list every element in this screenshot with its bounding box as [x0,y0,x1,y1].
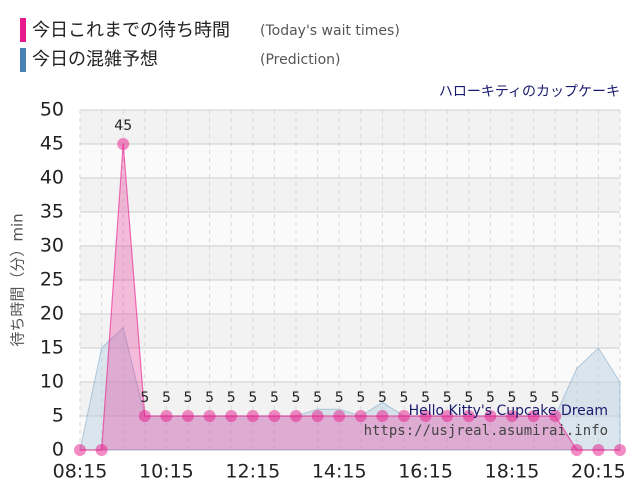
wait-marker [614,444,626,456]
data-label: 5 [184,390,193,406]
x-tick-label: 08:15 [53,461,108,483]
data-label: 5 [313,390,322,406]
y-tick-label: 0 [52,439,64,461]
wait-marker [182,410,194,422]
data-label: 5 [270,390,279,406]
grid-band [80,382,620,416]
data-label: 5 [162,390,171,406]
wait-marker [268,410,281,422]
grid-band [80,178,620,212]
x-tick-label: 10:15 [139,461,194,483]
data-label: 5 [508,390,517,406]
wait-marker [462,410,475,422]
data-label: 5 [551,390,560,406]
y-tick-label: 30 [40,235,64,257]
wait-marker [74,444,86,456]
data-label: 5 [227,390,236,406]
x-tick-label: 18:15 [485,461,540,483]
grid-band [80,110,620,144]
data-label: 5 [292,390,301,406]
x-tick-label: 12:15 [225,461,280,483]
wait-marker [441,410,454,422]
wait-marker [549,410,562,422]
wait-marker [484,410,497,422]
data-label: 5 [464,390,473,406]
data-label: 5 [400,390,409,406]
x-tick-label: 16:15 [398,461,453,483]
y-tick-label: 25 [40,269,64,291]
wait-marker [333,410,346,422]
wait-time-area [80,144,620,450]
y-tick-label: 45 [40,133,64,155]
legend-note: (Today's wait times) [260,23,400,39]
chart-subtitle: ハローキティのカップケーキ [439,84,620,100]
watermark: Hello Kitty's Cupcake Dream [409,403,608,419]
y-tick-label: 15 [40,337,64,359]
wait-marker [376,410,389,422]
data-label: 5 [378,390,387,406]
data-label: 45 [114,118,132,134]
data-label: 5 [421,390,430,406]
grid-band [80,212,620,246]
wait-marker [225,410,238,422]
wait-marker [160,410,173,422]
y-tick-label: 5 [52,405,64,427]
data-label: 5 [248,390,257,406]
grid-band [80,144,620,178]
wait-marker [354,410,367,422]
wait-marker [311,410,324,422]
x-tick-label: 20:15 [571,461,626,483]
data-label: 5 [356,390,365,406]
data-label: 5 [529,390,538,406]
grid-band [80,280,620,314]
grid-band [80,246,620,280]
data-label: 5 [140,390,149,406]
wait-marker [203,410,216,422]
watermark: https://usjreal.asumirai.info [364,423,608,439]
wait-marker [138,410,151,422]
wait-marker [246,410,259,422]
data-label: 5 [443,390,452,406]
y-axis-label: 待ち時間（分）min [9,213,27,346]
data-label: 5 [486,390,495,406]
wait-marker [592,444,605,456]
wait-marker [117,138,130,150]
legend-swatch [20,48,26,72]
legend-label: 今日の混雑予想 [32,49,158,70]
data-label: 5 [205,390,214,406]
y-tick-label: 50 [40,99,64,121]
legend-note: (Prediction) [260,52,340,68]
legend-label: 今日これまでの待ち時間 [32,20,230,41]
wait-marker [506,410,518,422]
wait-marker [570,444,583,456]
y-tick-label: 35 [40,201,64,223]
grid-band [80,348,620,382]
data-label: 5 [335,390,344,406]
x-tick-label: 14:15 [312,461,367,483]
legend-swatch [20,18,26,42]
y-tick-label: 40 [40,167,64,189]
wait-marker [398,410,410,422]
y-tick-label: 10 [40,371,64,393]
wait-marker [95,444,108,456]
wait-marker [527,410,540,422]
grid-band [80,314,620,348]
wait-marker [290,410,302,422]
wait-marker [419,410,432,422]
y-tick-label: 20 [40,303,64,325]
